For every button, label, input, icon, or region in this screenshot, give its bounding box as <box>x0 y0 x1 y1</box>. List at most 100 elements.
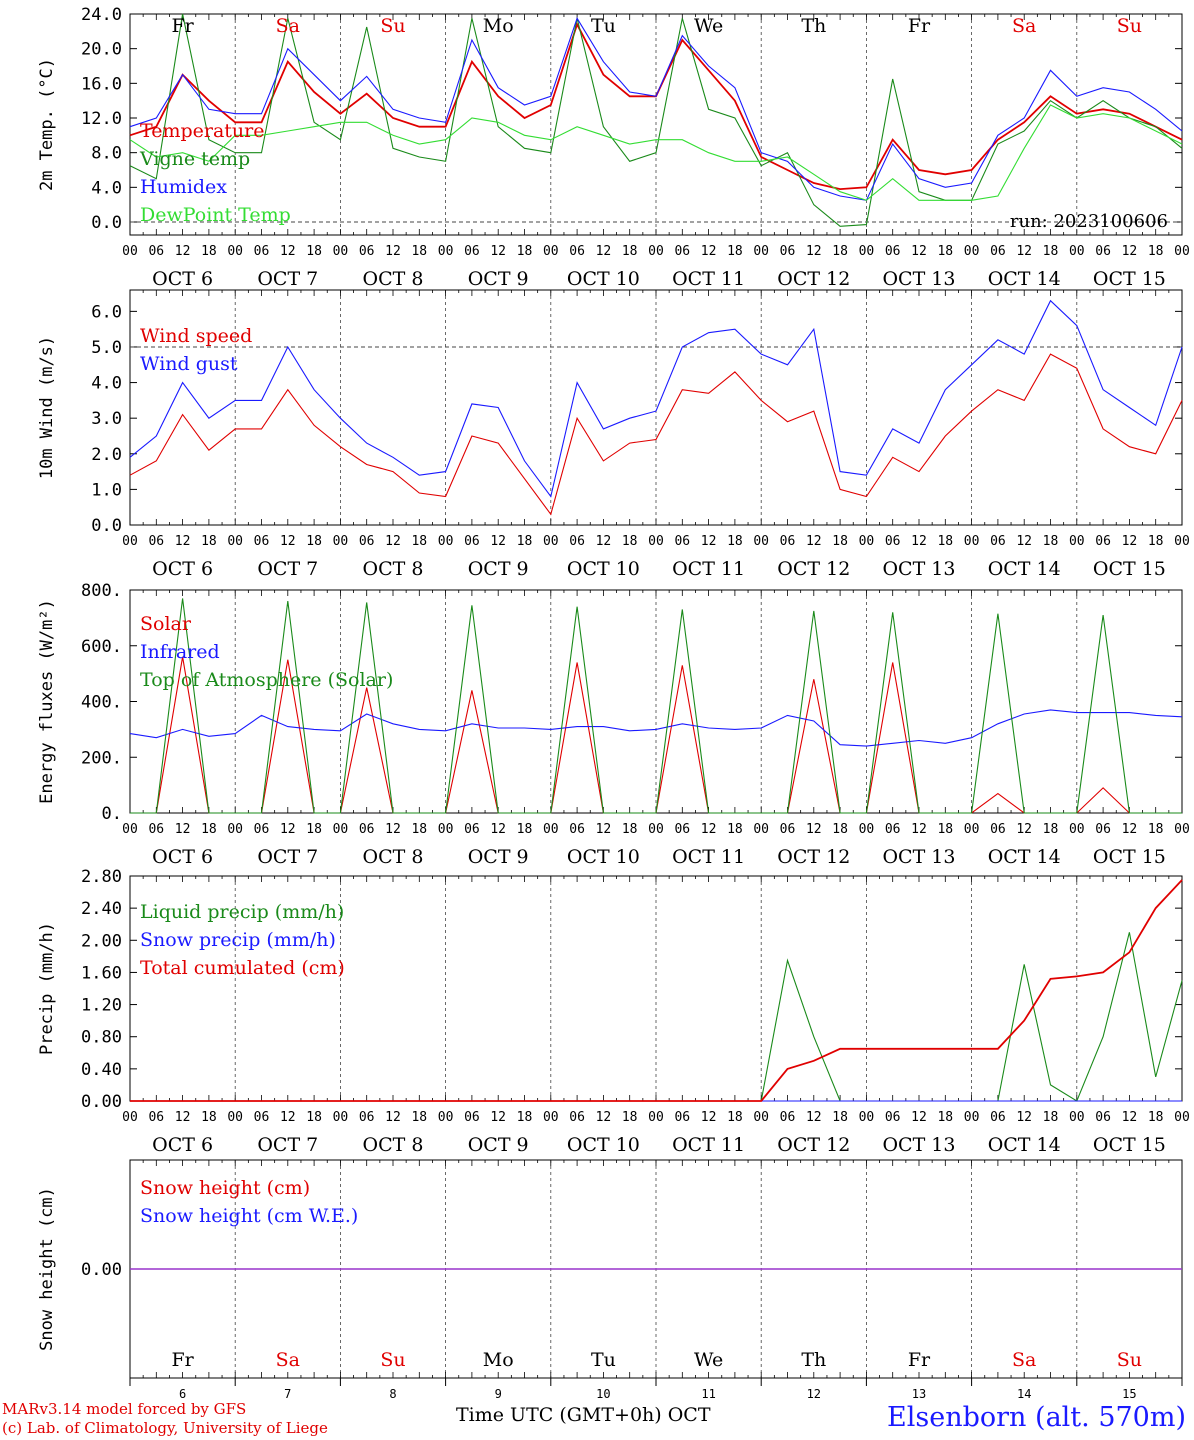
date-label: OCT 6 <box>152 558 213 580</box>
weekday-label: Su <box>1117 15 1142 37</box>
panel-2 <box>129 289 1183 526</box>
plot-frame <box>129 589 1183 814</box>
series-dewpoint-temp <box>129 104 1183 201</box>
day-number-label: 7 <box>284 1387 291 1401</box>
legend-entry: Infrared <box>140 641 220 663</box>
date-label: OCT 13 <box>882 846 955 868</box>
legend-entry: Top of Atmosphere (Solar) <box>140 669 393 691</box>
hour-tick-label: 18 <box>937 822 953 837</box>
date-label: OCT 15 <box>1093 268 1166 290</box>
hour-tick-label: 00 <box>438 534 454 549</box>
hour-tick-label: 12 <box>490 1110 506 1125</box>
y-axis-title: 10m Wind (m/s) <box>37 336 57 479</box>
hour-tick-label: 18 <box>306 1110 322 1125</box>
y-tick-label: 1.20 <box>81 996 122 1016</box>
day-number-label: 12 <box>807 1387 821 1401</box>
hour-tick-label: 06 <box>359 244 375 259</box>
hour-tick-label: 06 <box>254 822 270 837</box>
weekday-label: Fr <box>908 15 931 37</box>
y-tick-label: 0.80 <box>81 1028 122 1048</box>
panel-4 <box>129 875 1183 1102</box>
hour-tick-label: 12 <box>385 822 401 837</box>
day-number-label: 14 <box>1017 1387 1031 1401</box>
y-tick-label: 4.0 <box>91 178 122 198</box>
series-wind-speed <box>129 353 1183 516</box>
hour-tick-label: 12 <box>385 1110 401 1125</box>
y-tick-label: 0.00 <box>81 1092 122 1112</box>
legend-entry: Wind speed <box>140 325 252 347</box>
weekday-label: Mo <box>483 1349 514 1371</box>
series-vigne-temp <box>129 13 1183 227</box>
hour-tick-label: 18 <box>517 244 533 259</box>
hour-tick-label: 12 <box>1122 1110 1138 1125</box>
hour-tick-label: 18 <box>201 244 217 259</box>
hour-tick-label: 12 <box>1122 822 1138 837</box>
date-label: OCT 7 <box>257 268 318 290</box>
date-label: OCT 6 <box>152 1134 213 1156</box>
hour-tick-label: 12 <box>175 244 191 259</box>
hour-tick-label: 12 <box>280 534 296 549</box>
legend-entry: Liquid precip (mm/h) <box>140 901 344 923</box>
hour-tick-label: 00 <box>122 534 138 549</box>
hour-tick-label: 18 <box>727 534 743 549</box>
date-label: OCT 13 <box>882 1134 955 1156</box>
hour-tick-label: 06 <box>780 534 796 549</box>
hour-tick-label: 06 <box>990 822 1006 837</box>
hour-tick-label: 00 <box>1174 1110 1190 1125</box>
hour-tick-label: 06 <box>780 822 796 837</box>
y-tick-label: 1.60 <box>81 963 122 983</box>
date-label: OCT 9 <box>468 1134 529 1156</box>
hour-tick-label: 00 <box>964 534 980 549</box>
weekday-label: Sa <box>276 1349 300 1371</box>
y-tick-label: 0. <box>102 804 122 824</box>
hour-tick-label: 12 <box>806 244 822 259</box>
hour-tick-label: 18 <box>832 244 848 259</box>
y-tick-label: 3.0 <box>91 409 122 429</box>
hour-tick-label: 12 <box>701 244 717 259</box>
y-tick-label: 400. <box>81 693 122 713</box>
hour-tick-label: 06 <box>359 534 375 549</box>
hour-tick-label: 06 <box>1095 534 1111 549</box>
weekday-label: Su <box>380 15 405 37</box>
date-label: OCT 13 <box>882 558 955 580</box>
date-label: OCT 7 <box>257 1134 318 1156</box>
hour-tick-label: 06 <box>254 1110 270 1125</box>
hour-tick-label: 00 <box>333 534 349 549</box>
y-tick-label: 600. <box>81 637 122 657</box>
hour-tick-label: 18 <box>517 534 533 549</box>
date-label: OCT 8 <box>363 1134 424 1156</box>
hour-tick-label: 12 <box>806 822 822 837</box>
day-number-label: 6 <box>179 1387 186 1401</box>
hour-tick-label: 00 <box>1174 822 1190 837</box>
date-label: OCT 14 <box>988 558 1061 580</box>
date-label: OCT 8 <box>363 268 424 290</box>
hour-tick-label: 00 <box>753 244 769 259</box>
date-label: OCT 15 <box>1093 846 1166 868</box>
hour-tick-label: 06 <box>1095 822 1111 837</box>
hour-tick-label: 18 <box>832 822 848 837</box>
series-humidex <box>129 17 1183 201</box>
hour-tick-label: 12 <box>1122 534 1138 549</box>
y-tick-label: 2.80 <box>81 867 122 887</box>
hour-tick-label: 12 <box>280 1110 296 1125</box>
hour-tick-label: 00 <box>1069 822 1085 837</box>
legend-entry: Temperature <box>140 120 264 142</box>
date-label: OCT 15 <box>1093 558 1166 580</box>
panel-1 <box>129 13 1183 236</box>
hour-tick-label: 00 <box>227 1110 243 1125</box>
weekday-label: Tu <box>591 15 616 37</box>
date-label: OCT 10 <box>567 846 640 868</box>
hour-tick-label: 06 <box>780 1110 796 1125</box>
hour-tick-label: 12 <box>911 244 927 259</box>
hour-tick-label: 12 <box>596 822 612 837</box>
y-axis-title: Precip (mm/h) <box>37 922 57 1055</box>
hour-tick-label: 00 <box>1069 1110 1085 1125</box>
hour-tick-label: 12 <box>490 244 506 259</box>
y-tick-label: 5.0 <box>91 338 122 358</box>
hour-tick-label: 06 <box>990 534 1006 549</box>
hour-tick-label: 18 <box>727 822 743 837</box>
credit-model: MARv3.14 model forced by GFS <box>2 1400 247 1418</box>
date-label: OCT 12 <box>777 846 850 868</box>
hour-tick-label: 18 <box>201 534 217 549</box>
y-tick-label: 20.0 <box>81 40 122 60</box>
